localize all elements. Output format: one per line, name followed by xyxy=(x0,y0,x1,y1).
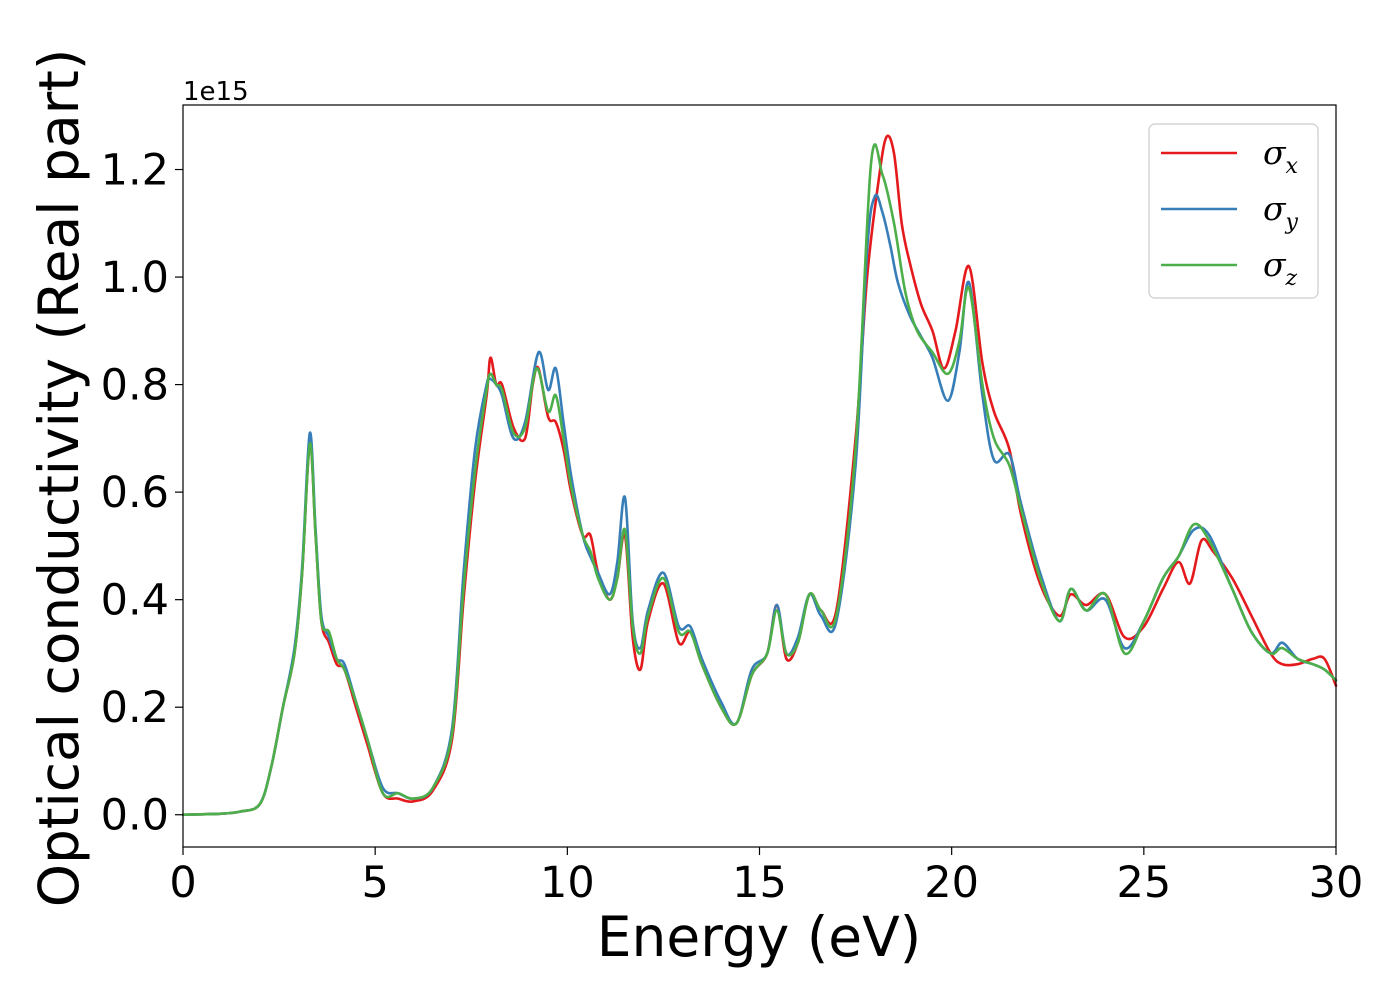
y-tick-label: 0.2 xyxy=(101,683,169,733)
y-tick-label: 0.0 xyxy=(101,791,169,841)
y-offset-label: 1e15 xyxy=(183,77,249,107)
y-axis-ticks: 0.0 0.2 0.4 0.6 0.8 1.0 1.2 xyxy=(101,146,183,841)
x-tick-label: 0 xyxy=(169,858,196,908)
y-tick-label: 0.4 xyxy=(101,576,169,626)
x-tick-label: 30 xyxy=(1309,858,1364,908)
x-axis-ticks: 0 5 10 15 20 25 30 xyxy=(169,847,1363,908)
series-layer xyxy=(181,134,1338,817)
legend-label-x: σx xyxy=(1263,133,1299,179)
y-axis-title: Optical conductivity (Real part) xyxy=(27,49,91,908)
x-tick-label: 25 xyxy=(1116,858,1171,908)
x-axis-title: Energy (eV) xyxy=(597,905,921,969)
x-tick-label: 10 xyxy=(540,858,595,908)
y-tick-label: 1.2 xyxy=(101,146,169,196)
legend-label-z: σz xyxy=(1263,245,1298,291)
y-tick-label: 1.0 xyxy=(101,253,169,303)
y-tick-label: 0.6 xyxy=(101,468,169,518)
x-tick-label: 15 xyxy=(732,858,787,908)
x-tick-label: 20 xyxy=(924,858,979,908)
y-tick-label: 0.8 xyxy=(101,361,169,411)
legend-box xyxy=(1148,123,1319,299)
series-line-z xyxy=(181,143,1338,817)
legend: σx σy σz xyxy=(1148,123,1319,299)
legend-label-y: σy xyxy=(1263,189,1299,235)
x-tick-label: 5 xyxy=(361,858,388,908)
